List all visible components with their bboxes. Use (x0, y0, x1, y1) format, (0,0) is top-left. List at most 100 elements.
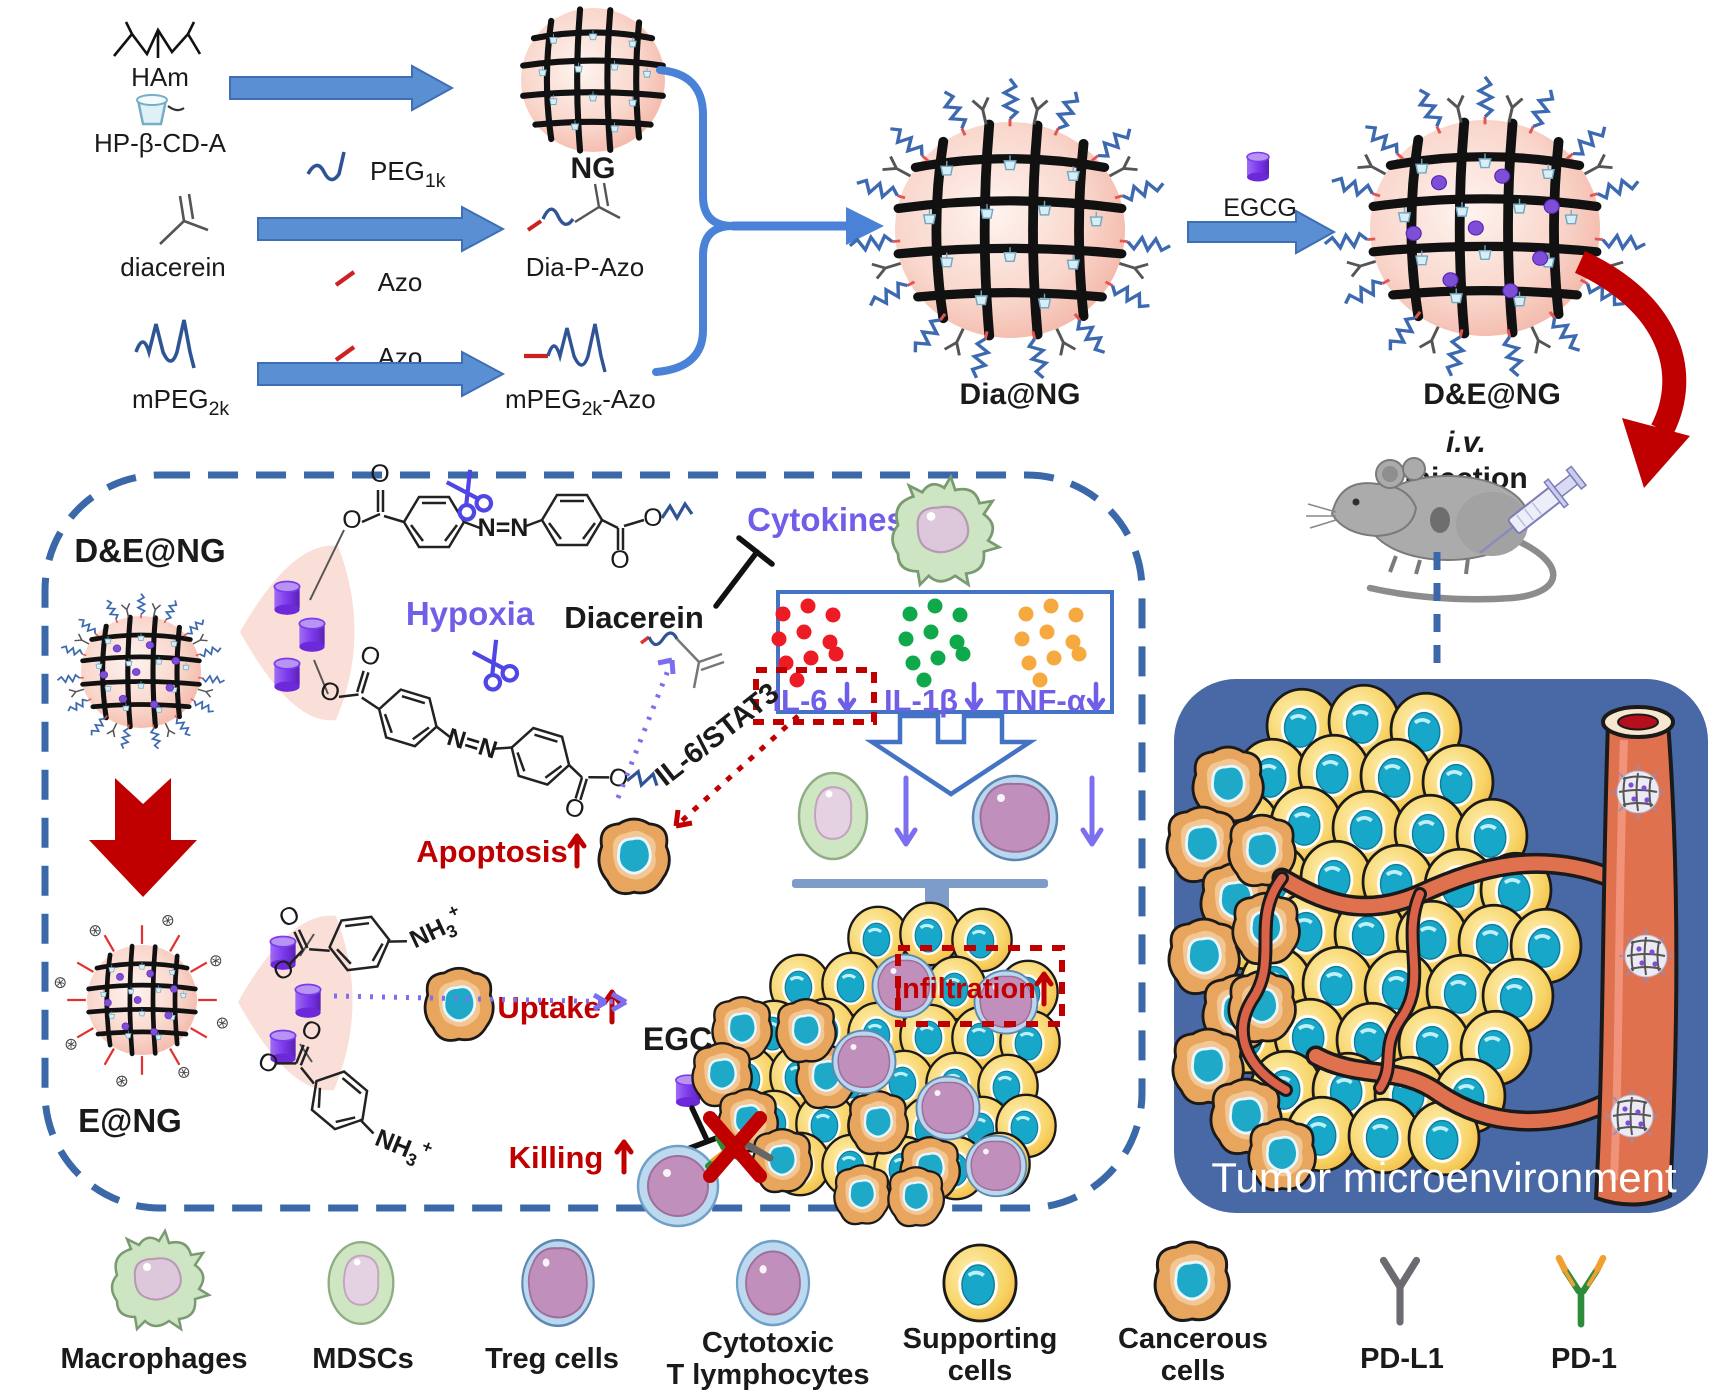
dia-ng-label: Dia@NG (960, 378, 1081, 411)
dia-ng-nanogel (849, 79, 1171, 379)
cyclodextrin-cup-icon (136, 94, 185, 126)
mpeg2k-label: mPEG2k (132, 384, 229, 420)
tumor-vessels (1235, 852, 1623, 1132)
mpeg2k-azo-label: mPEG2k-Azo (505, 384, 656, 420)
blocked-red-x (703, 1111, 767, 1183)
legend-label-supporting-1: Supporting (903, 1323, 1058, 1355)
azo-icon (334, 345, 356, 362)
legend-label-ctl-2: T lymphocytes (666, 1359, 869, 1391)
peg1k-icon (306, 151, 346, 182)
in-vivo-panel: i.v. injection (1165, 426, 1708, 1213)
ctl-legend-icon (735, 1239, 811, 1327)
de-ng-box-label: D&E@NG (74, 532, 225, 569)
ham-polymer-icon (112, 21, 202, 58)
apoptosis-label: Apoptosis (416, 834, 568, 869)
egcg-cylinder-icon (298, 617, 326, 653)
mechanism-dashed-box (41, 471, 1146, 1212)
tumor-cluster (691, 901, 1062, 1228)
hp-b-cd-a-label: HP-β-CD-A (94, 128, 227, 158)
merge-brace (652, 66, 853, 376)
il6-dots (771, 598, 844, 688)
mdsc-legend-icon (327, 1240, 395, 1326)
tnfa-dots (1014, 598, 1087, 688)
diacerein-label: diacerein (120, 252, 226, 282)
arrow-to-ng (229, 64, 455, 112)
mpeg2k-azo-icon (524, 323, 607, 373)
tnfa-label: TNF-α (996, 683, 1086, 718)
tumor-microenvironment-label: Tumor microenvironment (1211, 1154, 1677, 1201)
dia-p-azo-label: Dia-P-Azo (526, 252, 644, 282)
arrow-to-mpeg2k-azo (257, 350, 506, 398)
killing-label: Killing (509, 1140, 604, 1175)
legend: Macrophages MDSCs Treg cells Cytotoxic T… (61, 1229, 1617, 1391)
red-curved-arrow (1574, 251, 1690, 488)
peg1k-label: PEG1k (370, 156, 446, 192)
il6-label: IL-6 (772, 683, 827, 718)
decrease-arrow-icon (1083, 778, 1101, 844)
egcg-cylinder-icon (294, 983, 322, 1019)
e-ng-label: E@NG (78, 1102, 182, 1139)
egcg-cylinder-icon (273, 580, 301, 616)
infiltration-label: Infiltration (894, 973, 1036, 1005)
syringe-icon (1479, 465, 1588, 554)
legend-label-ctl-1: Cytotoxic (702, 1327, 834, 1359)
synthesis-panel: HAm HP-β-CD-A NG PEG1k diacerein Azo Dia… (94, 8, 1690, 488)
treg-legend-icon (521, 1238, 595, 1328)
cytotoxic-t-cell (636, 1144, 720, 1228)
supporting-legend-icon (942, 1243, 1018, 1323)
blood-vessel (1593, 705, 1679, 1207)
legend-label-cancerous-1: Cancerous (1118, 1323, 1268, 1355)
cancerous-legend-icon (1153, 1240, 1231, 1322)
decrease-arrow-icon (897, 778, 915, 844)
mpeg2k-icon (134, 319, 196, 369)
azo-label: Azo (378, 267, 423, 297)
hypoxia-release-dotted-arrow (615, 657, 676, 799)
treg-cell (971, 774, 1059, 862)
nanogel-in-vessel (1604, 1088, 1660, 1144)
uptake-cancer-cell (423, 966, 495, 1042)
infiltrating-treg (831, 1029, 897, 1095)
mouse (1306, 457, 1557, 603)
merge-arrowhead (846, 207, 884, 245)
ng-label: NG (571, 152, 616, 185)
legend-label-cancerous-2: cells (1161, 1355, 1226, 1387)
il1b-dots (898, 598, 971, 688)
infiltrating-treg (964, 1134, 1028, 1198)
de-ng-label: D&E@NG (1423, 378, 1561, 411)
up-arrow-icon (570, 836, 584, 866)
legend-label-treg: Treg cells (485, 1343, 619, 1375)
up-arrow-icon (617, 1142, 631, 1172)
macrophage-cell (891, 475, 1001, 586)
nanogel-in-vessel (1610, 764, 1666, 820)
cytokines-label: Cytokines (747, 501, 905, 538)
iv-label: i.v. (1446, 426, 1486, 459)
legend-label-macrophages: Macrophages (61, 1343, 248, 1375)
released-diacerein-molecule (639, 631, 725, 689)
hypoxia-label: Hypoxia (406, 595, 535, 632)
dia-p-azo-icon (526, 182, 621, 232)
mdsc-cell (797, 771, 869, 861)
inhibition-bar (713, 535, 775, 609)
azo-icon (334, 270, 356, 287)
egcg-label: EGCG (1223, 194, 1297, 222)
azo-linker-structure-bottom (305, 632, 673, 843)
release-red-arrow (89, 778, 197, 897)
scissors-icon (470, 638, 520, 692)
arrow-egcg-loading (1187, 209, 1337, 255)
diacerein-molecule-icon (159, 193, 209, 245)
infiltrating-treg (915, 1075, 981, 1141)
legend-label-pdl1: PD-L1 (1360, 1343, 1444, 1375)
macrophage-legend-icon (110, 1229, 211, 1331)
legend-label-pd1: PD-1 (1551, 1343, 1617, 1375)
tumor-mass (1165, 683, 1679, 1207)
nanogel-in-vessel (1618, 928, 1674, 984)
egcg-release-dotted-arrow (333, 991, 628, 1013)
egcg-cylinder-icon (1246, 151, 1270, 183)
mechanism-panel: D&E@NG E@NG Hypoxia Diacerein Cytokines (53, 460, 1114, 1228)
pd1-legend-icon (1559, 1258, 1603, 1324)
e-ng-nanogel (53, 913, 230, 1088)
il6-highlight-box (753, 667, 877, 725)
ng-nanogel (521, 8, 665, 152)
